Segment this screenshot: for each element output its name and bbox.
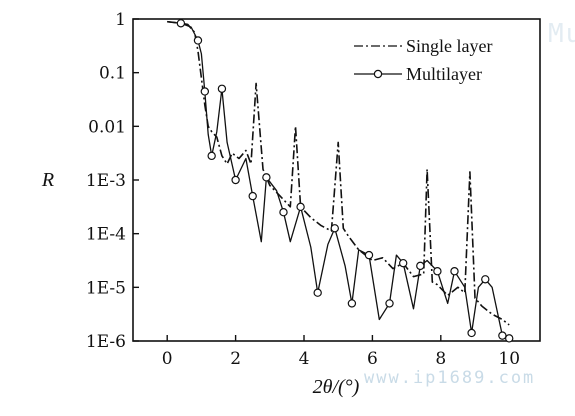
markers-layer — [176, 19, 514, 343]
watermark-top: Mu — [548, 19, 575, 49]
y-tick-label: 1E-5 — [86, 278, 126, 298]
watermark-url: www.ip1689.com — [364, 368, 535, 388]
y-tick-label: 0.01 — [88, 117, 126, 137]
data-point-marker — [200, 87, 210, 96]
series-line-multilayer — [167, 21, 510, 339]
axis-ticks: 0 2 4 6 8 10 1 0.1 0.01 1E-3 1E-4 1E-5 1E-6 — [86, 10, 520, 369]
data-point-marker — [433, 267, 442, 276]
legend-label-single-layer: Single layer — [406, 36, 492, 56]
x-tick-label: 6 — [367, 349, 378, 369]
data-point-marker — [279, 207, 288, 217]
y-tick-label: 0.1 — [99, 64, 126, 84]
x-tick-label: 0 — [162, 349, 173, 369]
data-point-marker — [176, 19, 186, 28]
data-point-marker — [416, 261, 425, 271]
data-point-marker — [505, 334, 514, 343]
x-tick-label: 2 — [230, 349, 241, 369]
data-point-marker — [498, 331, 507, 340]
data-point-marker — [481, 275, 490, 284]
data-point-marker — [231, 175, 240, 185]
y-tick-label: 1 — [115, 10, 126, 30]
data-point-marker — [313, 288, 322, 297]
data-point-marker — [193, 36, 203, 45]
data-point-marker — [467, 328, 476, 338]
x-axis-label: 2θ/(°) — [313, 376, 360, 398]
data-point-marker — [450, 267, 459, 276]
series-layer — [167, 20, 510, 339]
legend-label-multilayer: Multilayer — [406, 64, 482, 84]
data-point-marker — [248, 191, 257, 201]
x-tick-label: 4 — [299, 349, 310, 369]
y-tick-label: 1E-6 — [86, 332, 126, 352]
data-point-marker — [296, 202, 305, 212]
y-tick-label: 1E-4 — [86, 225, 126, 245]
data-point-marker — [385, 299, 394, 308]
data-point-marker — [217, 84, 227, 93]
data-point-marker — [262, 173, 271, 182]
x-tick-label: 10 — [498, 349, 520, 369]
data-point-marker — [364, 250, 374, 260]
legend-marker-multilayer — [373, 69, 383, 79]
data-point-marker — [207, 151, 216, 161]
y-axis-label: R — [41, 169, 54, 191]
x-tick-label: 8 — [435, 349, 446, 369]
data-point-marker — [330, 224, 339, 233]
legend: Single layer Multilayer — [354, 36, 492, 84]
y-tick-label: 1E-3 — [86, 171, 126, 191]
data-point-marker — [398, 258, 408, 268]
data-point-marker — [347, 299, 357, 308]
